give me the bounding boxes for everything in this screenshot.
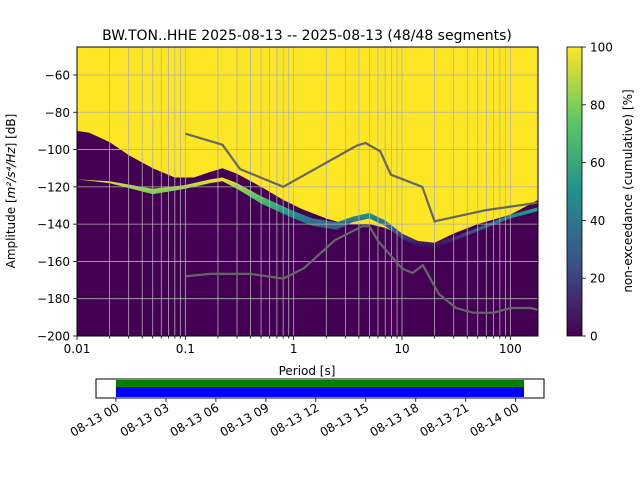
y-axis-ticks: −60 −80 −100 −120 −140 −160 −180 −200 (37, 68, 77, 344)
timeline-tick-label: 08-13 03 (118, 400, 172, 439)
colorbar-ticks: 0 20 40 60 80 100 (582, 41, 613, 344)
y-tick-label: −200 (37, 330, 70, 344)
y-tick-label: −60 (45, 68, 70, 82)
x-tick-label: 10 (394, 342, 409, 356)
colorbar-tick-label: 0 (590, 330, 598, 344)
x-tick-label: 0.01 (64, 342, 91, 356)
colorbar-tick-label: 100 (590, 41, 613, 55)
timeline-tick-label: 08-13 18 (368, 400, 422, 439)
timeline-tick-label: 08-13 09 (218, 400, 272, 439)
y-axis-label-prefix: Amplitude [ (4, 198, 18, 268)
x-tick-label: 100 (499, 342, 522, 356)
y-tick-label: −180 (37, 292, 70, 306)
y-tick-label: −160 (37, 255, 70, 269)
colorbar-tick-label: 60 (590, 156, 605, 170)
colorbar-tick-label: 80 (590, 98, 605, 112)
nlnm-model-line (185, 225, 538, 314)
colorbar-gradient (566, 46, 583, 337)
y-axis-label-units: m²/s⁴/Hz (4, 147, 18, 199)
noise-floor-region (77, 130, 538, 336)
nhnm-model-line (184, 132, 538, 223)
y-tick-label: −100 (37, 143, 70, 157)
ppsd-plot-area: 0.01 0.1 1 10 100 −60 −80 −100 −120 −140 −160 −180… (4, 46, 539, 378)
timeline-tick-label: 08-14 00 (467, 400, 521, 439)
timeline-tick-label: 08-13 06 (168, 400, 222, 439)
colorbar: 0 20 40 60 80 100 non-exceedance (cumulative)… (566, 41, 635, 344)
timeline-coverage-bar (115, 380, 525, 387)
x-axis-ticks: 0.01 0.1 1 10 100 (64, 336, 522, 356)
x-axis-label: Period [s] (279, 364, 336, 378)
chart-title: BW.TON..HHE 2025-08-13 -- 2025-08-13 (48… (102, 28, 512, 44)
y-tick-label: −120 (37, 180, 70, 194)
timeline-tick-label: 08-13 15 (318, 400, 372, 439)
colorbar-label: non-exceedance (cumulative) [%] (621, 89, 635, 292)
timeline-segments-bar (115, 387, 525, 397)
y-tick-label: −80 (45, 106, 70, 120)
colorbar-tick-label: 20 (590, 272, 605, 286)
timeline-tick-label: 08-13 21 (418, 400, 472, 439)
plot-frame (76, 46, 539, 337)
x-tick-label: 1 (290, 342, 298, 356)
x-tick-label: 0.1 (176, 342, 195, 356)
median-transition-band (77, 177, 538, 249)
y-tick-label: −140 (37, 218, 70, 232)
y-axis-label-suffix: ] [dB] (4, 114, 18, 148)
timeline-tick-label: 08-13 00 (68, 400, 122, 439)
grid-lines (77, 47, 538, 336)
colorbar-tick-label: 40 (590, 214, 605, 228)
timeline-tick-label: 08-13 12 (268, 400, 322, 439)
y-axis-label: Amplitude [m²/s⁴/Hz] [dB] (4, 114, 18, 269)
